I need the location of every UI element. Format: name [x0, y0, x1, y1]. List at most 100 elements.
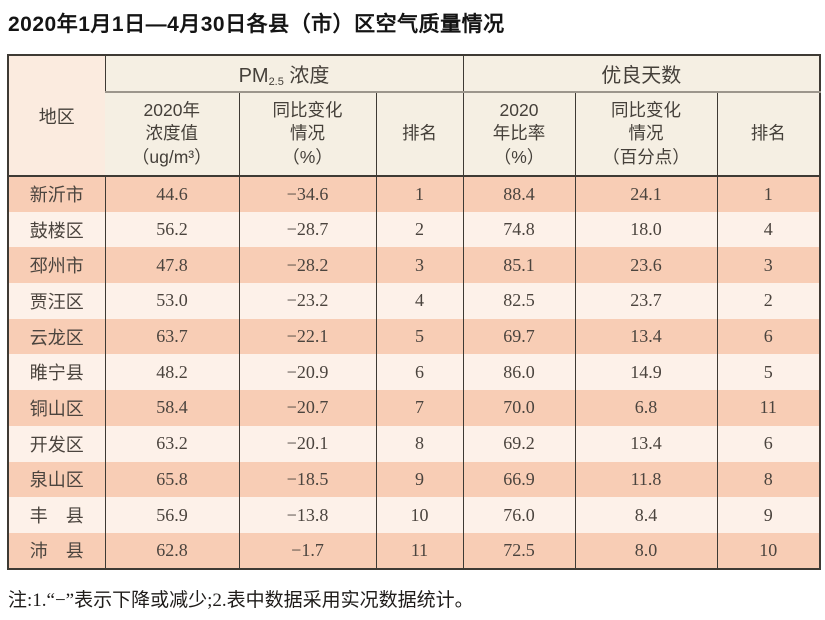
cell-good-rank: 4 [716, 211, 820, 248]
table-row: 沛 县 62.8 −1.7 11 72.5 8.0 10 [8, 532, 820, 569]
table-row: 开发区 63.2 −20.1 8 69.2 13.4 6 [8, 425, 820, 462]
cell-region: 丰 县 [8, 497, 105, 533]
cell-good-rank: 8 [716, 461, 820, 498]
pm-label: PM [238, 65, 269, 87]
cell-pm-change: −28.7 [238, 211, 376, 248]
cell-pm-value: 48.2 [104, 354, 239, 391]
cell-pm-change: −20.9 [238, 354, 376, 391]
cell-pm-rank: 4 [375, 283, 463, 319]
cell-good-change: 13.4 [574, 425, 717, 462]
cell-pm-rank: 6 [375, 354, 463, 391]
cell-pm-value: 56.2 [104, 211, 239, 248]
table-body: 新沂市 44.6 −34.6 1 88.4 24.1 1 鼓楼区 56.2 −28.7 2 74.8 1… [8, 176, 820, 569]
cell-good-rate: 66.9 [462, 461, 575, 498]
cell-good-change: 24.1 [574, 176, 717, 212]
cell-good-rate: 69.7 [462, 318, 575, 355]
table-row: 贾汪区 53.0 −23.2 4 82.5 23.7 2 [8, 283, 820, 319]
cell-good-rank: 1 [716, 176, 820, 212]
subheader-good-rank: 排名 [716, 92, 820, 177]
cell-good-rank: 9 [716, 497, 820, 533]
cell-pm-change: −22.1 [238, 318, 376, 355]
cell-good-change: 8.0 [574, 532, 717, 569]
cell-pm-change: −13.8 [238, 497, 376, 533]
cell-good-rank: 11 [716, 390, 820, 426]
cell-region: 泉山区 [8, 461, 105, 498]
cell-region: 铜山区 [8, 390, 105, 426]
cell-pm-value: 58.4 [104, 390, 239, 426]
table-row: 邳州市 47.8 −28.2 3 85.1 23.6 3 [8, 247, 820, 284]
subheader-pm-rank: 排名 [375, 92, 463, 177]
cell-good-rank: 10 [716, 532, 820, 569]
cell-good-rate: 88.4 [462, 176, 575, 212]
cell-pm-change: −34.6 [238, 176, 376, 212]
cell-good-change: 14.9 [574, 354, 717, 391]
cell-good-change: 6.8 [574, 390, 717, 426]
cell-good-rate: 76.0 [462, 497, 575, 533]
cell-good-rate: 85.1 [462, 247, 575, 284]
page-title: 2020年1月1日—4月30日各县（市）区空气质量情况 [8, 13, 505, 36]
cell-good-change: 18.0 [574, 211, 717, 248]
cell-good-rank: 6 [716, 318, 820, 355]
cell-good-rate: 74.8 [462, 211, 575, 248]
table-row: 鼓楼区 56.2 −28.7 2 74.8 18.0 4 [8, 211, 820, 248]
cell-pm-change: −28.2 [238, 247, 376, 284]
cell-pm-value: 62.8 [104, 532, 239, 569]
cell-pm-value: 65.8 [104, 461, 239, 498]
cell-good-rank: 3 [716, 247, 820, 284]
cell-pm-change: −18.5 [238, 461, 376, 498]
table-row: 云龙区 63.7 −22.1 5 69.7 13.4 6 [8, 318, 820, 355]
subheader-pm-change: 同比变化 情况 （%） [238, 92, 376, 177]
cell-good-rate: 70.0 [462, 390, 575, 426]
cell-pm-rank: 9 [375, 461, 463, 498]
cell-pm-rank: 10 [375, 497, 463, 533]
cell-pm-rank: 1 [375, 176, 463, 212]
table-header: 地区 PM2.5 浓度 优良天数 2020年 浓度值 （ug/m³） 同比变化 … [8, 55, 820, 177]
footnote: 注:1.“−”表示下降或减少;2.表中数据采用实况数据统计。 [8, 589, 474, 611]
cell-region: 睢宁县 [8, 354, 105, 391]
cell-region: 开发区 [8, 425, 105, 462]
cell-good-rank: 5 [716, 354, 820, 391]
cell-good-change: 8.4 [574, 497, 717, 533]
cell-pm-rank: 7 [375, 390, 463, 426]
cell-region: 新沂市 [8, 176, 105, 212]
cell-good-rank: 6 [716, 425, 820, 462]
pm-group-suffix: 浓度 [283, 65, 330, 87]
cell-pm-value: 44.6 [104, 176, 239, 212]
table-row: 丰 县 56.9 −13.8 10 76.0 8.4 9 [8, 497, 820, 533]
cell-pm-value: 63.2 [104, 425, 239, 462]
table-row: 新沂市 44.6 −34.6 1 88.4 24.1 1 [8, 176, 820, 212]
subheader-good-rate: 2020 年比率 （%） [462, 92, 575, 177]
cell-region: 云龙区 [8, 318, 105, 355]
cell-pm-rank: 3 [375, 247, 463, 284]
cell-good-rate: 86.0 [462, 354, 575, 391]
cell-good-rank: 2 [716, 283, 820, 319]
cell-pm-value: 53.0 [104, 283, 239, 319]
cell-good-rate: 82.5 [462, 283, 575, 319]
table-row: 睢宁县 48.2 −20.9 6 86.0 14.9 5 [8, 354, 820, 391]
header-sub-row: 2020年 浓度值 （ug/m³） 同比变化 情况 （%） 排名 2020 年比… [8, 92, 820, 177]
air-quality-table: 地区 PM2.5 浓度 优良天数 2020年 浓度值 （ug/m³） 同比变化 … [7, 54, 821, 570]
table-row: 泉山区 65.8 −18.5 9 66.9 11.8 8 [8, 461, 820, 498]
header-region: 地区 [8, 55, 105, 177]
cell-good-rate: 72.5 [462, 532, 575, 569]
cell-pm-change: −1.7 [238, 532, 376, 569]
cell-region: 邳州市 [8, 247, 105, 284]
cell-pm-rank: 2 [375, 211, 463, 248]
cell-pm-change: −20.7 [238, 390, 376, 426]
cell-good-change: 11.8 [574, 461, 717, 498]
pm-subscript: 2.5 [268, 75, 284, 88]
cell-pm-change: −20.1 [238, 425, 376, 462]
cell-region: 贾汪区 [8, 283, 105, 319]
cell-pm-value: 56.9 [104, 497, 239, 533]
cell-good-change: 23.7 [574, 283, 717, 319]
cell-pm-rank: 11 [375, 532, 463, 569]
header-group-good-days: 优良天数 [462, 55, 820, 93]
cell-good-change: 13.4 [574, 318, 717, 355]
subheader-good-change: 同比变化 情况 （百分点） [574, 92, 717, 177]
cell-region: 鼓楼区 [8, 211, 105, 248]
cell-pm-rank: 8 [375, 425, 463, 462]
cell-pm-value: 47.8 [104, 247, 239, 284]
cell-pm-value: 63.7 [104, 318, 239, 355]
cell-good-rate: 69.2 [462, 425, 575, 462]
